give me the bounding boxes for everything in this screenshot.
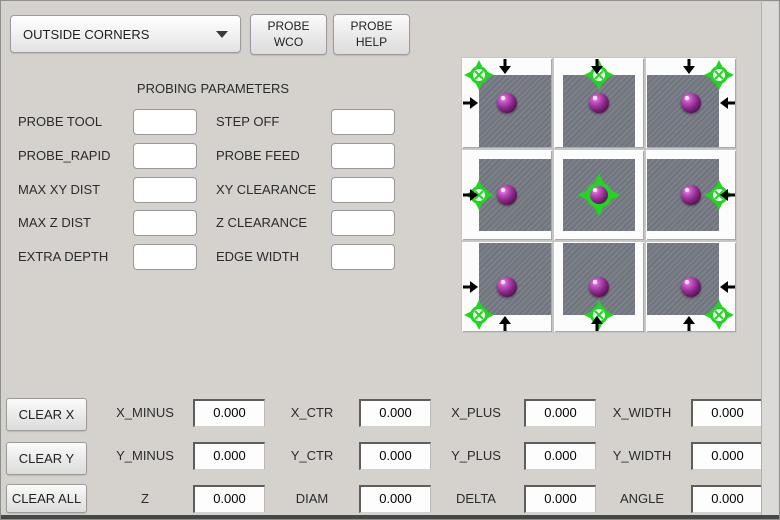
probe-cell-top-left bbox=[461, 57, 553, 149]
x-ctr-label: X_CTR bbox=[290, 405, 334, 420]
extra-depth-label: EXTRA DEPTH bbox=[18, 249, 109, 264]
clear-x-button[interactable]: CLEAR X bbox=[6, 398, 87, 431]
workpiece-square bbox=[647, 75, 719, 147]
probe-tip-sphere-icon bbox=[589, 185, 609, 205]
probe-tip-sphere-icon bbox=[681, 277, 701, 297]
max-xy-dist-input[interactable] bbox=[133, 177, 197, 203]
max-z-dist-input[interactable] bbox=[133, 210, 197, 236]
edge-width-input[interactable] bbox=[331, 244, 395, 270]
x-minus-label: X_MINUS bbox=[116, 405, 174, 420]
x-width-value: 0.000 bbox=[691, 399, 763, 427]
probe-rapid-label: PROBE_RAPID bbox=[18, 148, 111, 163]
y-ctr-value: 0.000 bbox=[359, 442, 431, 470]
probe-positions-image bbox=[461, 57, 737, 333]
edge-width-label: EDGE WIDTH bbox=[216, 249, 300, 264]
delta-value: 0.000 bbox=[524, 485, 596, 513]
probe-crosshair-icon bbox=[704, 300, 734, 330]
y-minus-label: Y_MINUS bbox=[116, 448, 174, 463]
probe-help-button[interactable]: PROBE HELP bbox=[333, 14, 410, 55]
arrow-right-icon bbox=[463, 281, 478, 293]
probe-tip-sphere-icon bbox=[497, 185, 517, 205]
workpiece-square bbox=[479, 243, 551, 315]
y-width-label: Y_WIDTH bbox=[612, 448, 672, 463]
arrow-up-icon bbox=[683, 316, 695, 331]
max-z-dist-label: MAX Z DIST bbox=[18, 215, 91, 230]
x-plus-value: 0.000 bbox=[524, 399, 596, 427]
arrow-up-icon bbox=[499, 316, 511, 331]
probe-mode-selected-value: OUTSIDE CORNERS bbox=[23, 26, 150, 42]
arrow-right-icon bbox=[463, 97, 478, 109]
probe-tip-sphere-icon bbox=[497, 277, 517, 297]
probe-crosshair-icon bbox=[704, 60, 734, 90]
clear-y-button[interactable]: CLEAR Y bbox=[6, 442, 87, 475]
probe-tip-sphere-icon bbox=[589, 93, 609, 113]
right-panel-strip bbox=[761, 2, 778, 519]
probe-cell-top-right bbox=[645, 57, 737, 149]
angle-value: 0.000 bbox=[691, 485, 763, 513]
probing-parameters-title: PROBING PARAMETERS bbox=[136, 81, 290, 96]
y-minus-value: 0.000 bbox=[193, 442, 265, 470]
y-plus-label: Y_PLUS bbox=[451, 448, 501, 463]
arrow-down-icon bbox=[499, 59, 511, 74]
probe-cell-top-center bbox=[553, 57, 645, 149]
probe-tool-label: PROBE TOOL bbox=[18, 114, 103, 129]
probe-rapid-input[interactable] bbox=[133, 143, 197, 169]
probe-cell-center bbox=[553, 149, 645, 241]
probe-crosshair-icon bbox=[577, 173, 621, 217]
diam-label: DIAM bbox=[295, 491, 329, 506]
arrow-right-icon bbox=[463, 189, 478, 201]
probe-tool-input[interactable] bbox=[133, 109, 197, 135]
probe-wco-button[interactable]: PROBE WCO bbox=[250, 14, 327, 55]
probe-cell-bottom-right bbox=[645, 241, 737, 333]
xy-clearance-input[interactable] bbox=[331, 177, 395, 203]
max-xy-dist-label: MAX XY DIST bbox=[18, 182, 101, 197]
arrow-down-icon bbox=[591, 59, 603, 74]
clear-all-button[interactable]: CLEAR ALL bbox=[6, 484, 87, 513]
probe-mode-dropdown[interactable]: OUTSIDE CORNERS bbox=[10, 15, 241, 53]
probe-tip-sphere-icon bbox=[589, 277, 609, 297]
z-value: 0.000 bbox=[193, 485, 265, 513]
arrow-left-icon bbox=[720, 281, 735, 293]
probe-cell-bottom-center bbox=[553, 241, 645, 333]
probe-crosshair-icon bbox=[464, 300, 494, 330]
workpiece-square bbox=[479, 75, 551, 147]
y-width-value: 0.000 bbox=[691, 442, 763, 470]
probe-feed-label: PROBE FEED bbox=[216, 148, 300, 163]
angle-label: ANGLE bbox=[619, 491, 665, 506]
probe-cell-bottom-left bbox=[461, 241, 553, 333]
chevron-down-icon bbox=[216, 30, 228, 38]
window-bottom-edge bbox=[1, 515, 779, 519]
arrow-up-icon bbox=[591, 316, 603, 331]
step-off-label: STEP OFF bbox=[216, 114, 280, 129]
probe-cell-mid-right bbox=[645, 149, 737, 241]
x-width-label: X_WIDTH bbox=[612, 405, 672, 420]
workpiece-square bbox=[647, 243, 719, 315]
delta-label: DELTA bbox=[456, 491, 496, 506]
z-label: Z bbox=[141, 491, 149, 506]
z-clearance-label: Z CLEARANCE bbox=[216, 215, 308, 230]
probe-tip-sphere-icon bbox=[681, 93, 701, 113]
probe-feed-input[interactable] bbox=[331, 143, 395, 169]
x-ctr-value: 0.000 bbox=[359, 399, 431, 427]
probe-cell-mid-left bbox=[461, 149, 553, 241]
arrow-down-icon bbox=[683, 59, 695, 74]
extra-depth-input[interactable] bbox=[133, 244, 197, 270]
arrow-left-icon bbox=[720, 189, 735, 201]
diam-value: 0.000 bbox=[359, 485, 431, 513]
y-plus-value: 0.000 bbox=[524, 442, 596, 470]
probe-crosshair-icon bbox=[464, 60, 494, 90]
step-off-input[interactable] bbox=[331, 109, 395, 135]
xy-clearance-label: XY CLEARANCE bbox=[216, 182, 317, 197]
probe-tip-sphere-icon bbox=[497, 93, 517, 113]
z-clearance-input[interactable] bbox=[331, 210, 395, 236]
x-plus-label: X_PLUS bbox=[451, 405, 501, 420]
y-ctr-label: Y_CTR bbox=[290, 448, 334, 463]
x-minus-value: 0.000 bbox=[193, 399, 265, 427]
probe-tip-sphere-icon bbox=[681, 185, 701, 205]
arrow-left-icon bbox=[720, 97, 735, 109]
